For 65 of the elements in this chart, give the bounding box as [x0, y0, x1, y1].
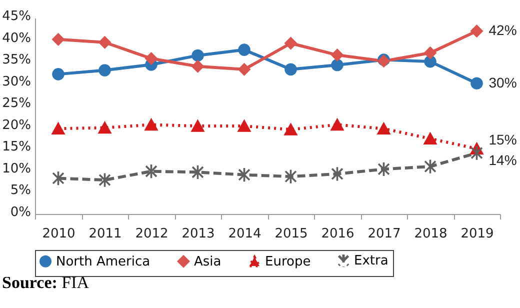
- point: [192, 60, 204, 72]
- point: [470, 145, 483, 161]
- point: [284, 124, 298, 136]
- point: [284, 37, 297, 50]
- data-label: 14%: [488, 152, 517, 168]
- point: [284, 63, 297, 76]
- point: [331, 166, 344, 182]
- y-tick-label: 25%: [2, 96, 31, 112]
- y-tick-label: 45%: [2, 9, 31, 24]
- x-tick-label: 2016: [321, 226, 354, 242]
- y-tick-label: 30%: [2, 74, 31, 90]
- point: [378, 161, 390, 177]
- x-tick-label: 2015: [274, 226, 308, 242]
- data-label: 30%: [488, 74, 517, 90]
- point: [98, 122, 112, 134]
- point: [52, 68, 64, 80]
- point: [192, 164, 204, 180]
- x-tick-label: 2019: [460, 226, 494, 242]
- point: [52, 33, 64, 46]
- y-tick-label: 40%: [2, 30, 31, 46]
- point: [330, 118, 344, 131]
- point: [145, 52, 158, 65]
- y-tick-label: 20%: [2, 118, 31, 133]
- legend-label: Asia: [194, 254, 222, 270]
- x-tick-label: 2018: [414, 226, 448, 242]
- point: [424, 158, 436, 174]
- legend-label: Extra: [354, 254, 388, 269]
- point: [424, 46, 436, 59]
- source-note: Source: FIA: [2, 273, 90, 293]
- point: [238, 44, 250, 56]
- point: [424, 132, 437, 145]
- x-tick-label: 2017: [368, 226, 401, 242]
- point: [191, 120, 204, 132]
- point: [238, 167, 250, 183]
- point: [331, 48, 344, 62]
- point: [424, 55, 436, 68]
- legend-label: Europe: [265, 254, 311, 270]
- point: [331, 58, 344, 72]
- point: [144, 118, 158, 131]
- y-tick-label: 10%: [2, 161, 31, 176]
- y-tick-label: 35%: [2, 52, 31, 68]
- point: [98, 172, 111, 188]
- point: [377, 122, 390, 135]
- point: [284, 168, 297, 184]
- x-tick-label: 2012: [135, 226, 168, 242]
- data-label: 15%: [488, 132, 517, 148]
- legend-label: North America: [56, 254, 150, 270]
- y-tick-label: 0%: [10, 205, 31, 220]
- point: [52, 122, 65, 135]
- point: [192, 49, 204, 62]
- point: [470, 24, 483, 38]
- point: [470, 77, 483, 90]
- y-tick-label: 5%: [10, 183, 31, 198]
- x-tick-label: 2013: [182, 226, 215, 242]
- point: [52, 170, 64, 186]
- data-label: 42%: [488, 22, 517, 38]
- point: [238, 120, 251, 132]
- x-tick-label: 2011: [88, 226, 122, 242]
- point: [238, 63, 250, 76]
- y-tick-label: 15%: [2, 140, 31, 155]
- point: [98, 36, 111, 49]
- x-tick-label: 2010: [42, 226, 76, 242]
- point: [98, 64, 111, 76]
- point: [145, 164, 158, 180]
- x-tick-label: 2014: [228, 226, 262, 242]
